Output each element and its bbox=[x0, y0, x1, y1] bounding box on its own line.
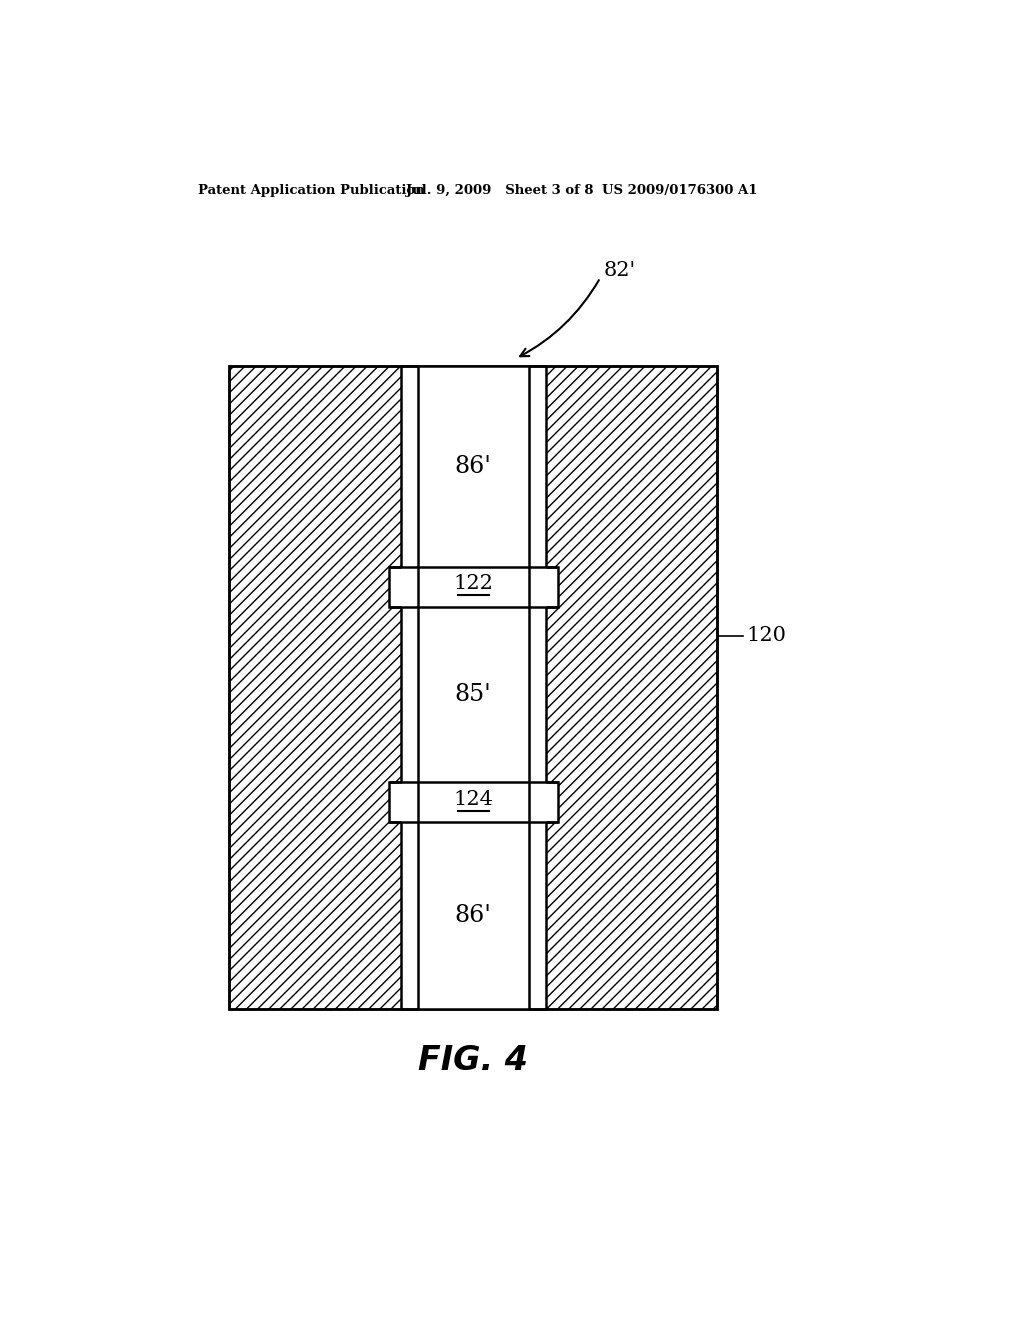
Bar bbox=[400, 366, 418, 566]
Text: 82': 82' bbox=[604, 260, 636, 280]
Bar bbox=[400, 607, 418, 781]
Bar bbox=[388, 781, 558, 822]
Bar bbox=[400, 367, 546, 1010]
Text: 122: 122 bbox=[454, 574, 494, 593]
Text: FIG. 4: FIG. 4 bbox=[418, 1044, 528, 1077]
Text: Patent Application Publication: Patent Application Publication bbox=[199, 185, 425, 197]
Bar bbox=[528, 366, 546, 566]
Text: 124: 124 bbox=[454, 789, 494, 809]
Text: 86': 86' bbox=[455, 455, 492, 478]
Text: 86': 86' bbox=[455, 904, 492, 927]
Bar bbox=[418, 607, 528, 781]
Text: 85': 85' bbox=[455, 682, 492, 706]
Bar bbox=[229, 367, 717, 1010]
Text: Jul. 9, 2009   Sheet 3 of 8: Jul. 9, 2009 Sheet 3 of 8 bbox=[407, 185, 594, 197]
Bar bbox=[388, 566, 558, 607]
Text: US 2009/0176300 A1: US 2009/0176300 A1 bbox=[602, 185, 758, 197]
Bar bbox=[528, 822, 546, 1010]
Bar bbox=[418, 366, 528, 566]
Bar bbox=[528, 607, 546, 781]
Text: 120: 120 bbox=[746, 626, 786, 645]
Bar bbox=[418, 822, 528, 1010]
Bar bbox=[229, 367, 717, 1010]
Bar bbox=[400, 822, 418, 1010]
